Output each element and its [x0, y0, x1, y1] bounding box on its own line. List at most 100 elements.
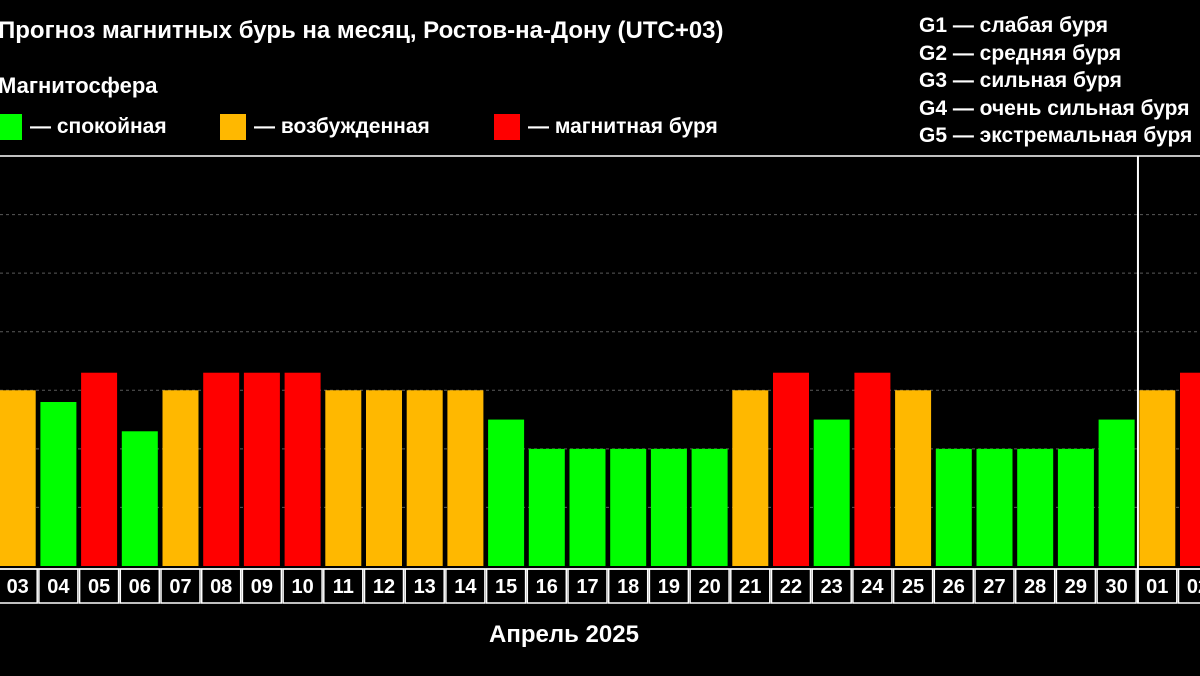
- bar-04: [40, 402, 77, 566]
- bar-19: [650, 448, 687, 566]
- x-tick-label: 09: [251, 576, 273, 598]
- tick-box: [811, 568, 852, 604]
- x-tick-label: 14: [454, 576, 477, 598]
- tick-box: [404, 568, 445, 604]
- x-tick-label: 10: [291, 576, 313, 598]
- x-tick-label: 07: [169, 576, 191, 598]
- x-axis-title: Апрель 2025: [489, 621, 639, 648]
- x-tick-label: 30: [1105, 576, 1127, 598]
- storm-level-g4: G4 — очень сильная буря: [919, 96, 1190, 120]
- legend-label-quiet: — спокойная: [30, 115, 167, 138]
- bar-15: [488, 419, 525, 566]
- tick-box: [1014, 568, 1056, 604]
- tick-box: [1177, 568, 1200, 604]
- x-tick-label: 27: [983, 576, 1005, 598]
- tick-box: [567, 568, 608, 604]
- legend-label-storm: — магнитная буря: [528, 115, 718, 138]
- x-tick-label: 26: [943, 576, 965, 598]
- tick-box: [974, 568, 1015, 604]
- x-tick-label: 15: [495, 576, 517, 598]
- tick-box: [1055, 568, 1097, 604]
- bar-26: [935, 448, 972, 566]
- storm-level-g3: G3 — сильная буря: [919, 69, 1122, 92]
- bar-28: [1017, 448, 1054, 566]
- x-tick-label: 01: [1146, 576, 1168, 598]
- tick-box: [323, 568, 364, 604]
- bar-05: [81, 372, 118, 566]
- legend-item-excited: — возбужденная: [220, 113, 430, 141]
- bar-27: [976, 448, 1013, 566]
- bar-24: [854, 372, 891, 566]
- x-tick-label: 29: [1065, 576, 1087, 598]
- storm-level-g2: G2 — средняя буря: [919, 41, 1122, 65]
- x-tick-label: 18: [617, 576, 639, 598]
- bar-02: [1180, 372, 1200, 566]
- bar-14: [447, 390, 484, 566]
- legend-heading: Магнитосфера: [0, 73, 158, 98]
- bar-10: [284, 372, 321, 566]
- tick-box: [770, 568, 812, 604]
- bar-30: [1098, 419, 1135, 566]
- storm-level-g1: G1 — слабая буря: [919, 14, 1109, 37]
- x-tick-label: 25: [902, 576, 924, 598]
- bar-08: [203, 372, 240, 566]
- x-tick-label: 17: [576, 576, 598, 598]
- tick-box: [933, 568, 975, 604]
- tick-box: [38, 568, 79, 604]
- bar-20: [691, 448, 728, 566]
- tick-box: [689, 568, 730, 604]
- bar-03: [0, 390, 36, 566]
- legend-swatch-excited: [220, 114, 246, 140]
- bar-18: [610, 448, 647, 566]
- tick-box: [200, 568, 242, 604]
- tick-box: [648, 568, 690, 604]
- legend-label-excited: — возбужденная: [254, 115, 430, 138]
- legend-swatch-quiet: [0, 114, 22, 140]
- bar-17: [569, 448, 606, 566]
- x-tick-label: 21: [739, 576, 761, 598]
- tick-box: [0, 568, 38, 604]
- x-tick-label: 11: [333, 576, 354, 598]
- bar-11: [325, 390, 362, 566]
- storm-level-list: G1 — слабая буря G2 — средняя буря G3 — …: [919, 12, 1192, 150]
- tick-box: [445, 568, 486, 604]
- legend-item-quiet: — спокойная: [0, 113, 167, 141]
- x-tick-label: 24: [861, 576, 884, 598]
- tick-box: [241, 568, 283, 604]
- storm-level-g5: G5 — экстремальная буря: [919, 124, 1193, 147]
- tick-box: [526, 568, 568, 604]
- x-tick-label: 06: [129, 576, 151, 598]
- tick-box: [607, 568, 649, 604]
- tick-box: [852, 568, 893, 604]
- x-tick-label: 08: [210, 576, 232, 598]
- x-tick-label: 04: [47, 576, 70, 598]
- tick-box: [892, 568, 934, 604]
- x-tick-label: 19: [658, 576, 680, 598]
- bar-01: [1139, 390, 1176, 566]
- x-tick-label: 16: [536, 576, 558, 598]
- bar-13: [406, 390, 443, 566]
- bar-21: [732, 390, 769, 566]
- legend-swatch-storm: [494, 114, 520, 140]
- chart-title: Прогноз магнитных бурь на месяц, Ростов-…: [0, 17, 724, 44]
- bar-09: [243, 372, 280, 566]
- tick-box: [119, 568, 161, 604]
- x-tick-label: 23: [821, 576, 843, 598]
- bar-06: [121, 431, 158, 566]
- bar-23: [813, 419, 850, 566]
- x-tick-label: 22: [780, 576, 802, 598]
- tick-box: [160, 568, 201, 604]
- x-tick-label: 05: [88, 576, 110, 598]
- tick-box: [78, 568, 120, 604]
- x-tick-label: 13: [414, 576, 436, 598]
- x-tick-label: 20: [698, 576, 720, 598]
- x-tick-label: 02: [1187, 576, 1200, 598]
- bar-12: [366, 390, 402, 566]
- x-tick-label: 28: [1024, 576, 1046, 598]
- bar-07: [162, 390, 199, 566]
- bar-16: [528, 448, 565, 566]
- bar-22: [773, 372, 809, 566]
- tick-box: [485, 568, 527, 604]
- tick-box: [282, 568, 323, 604]
